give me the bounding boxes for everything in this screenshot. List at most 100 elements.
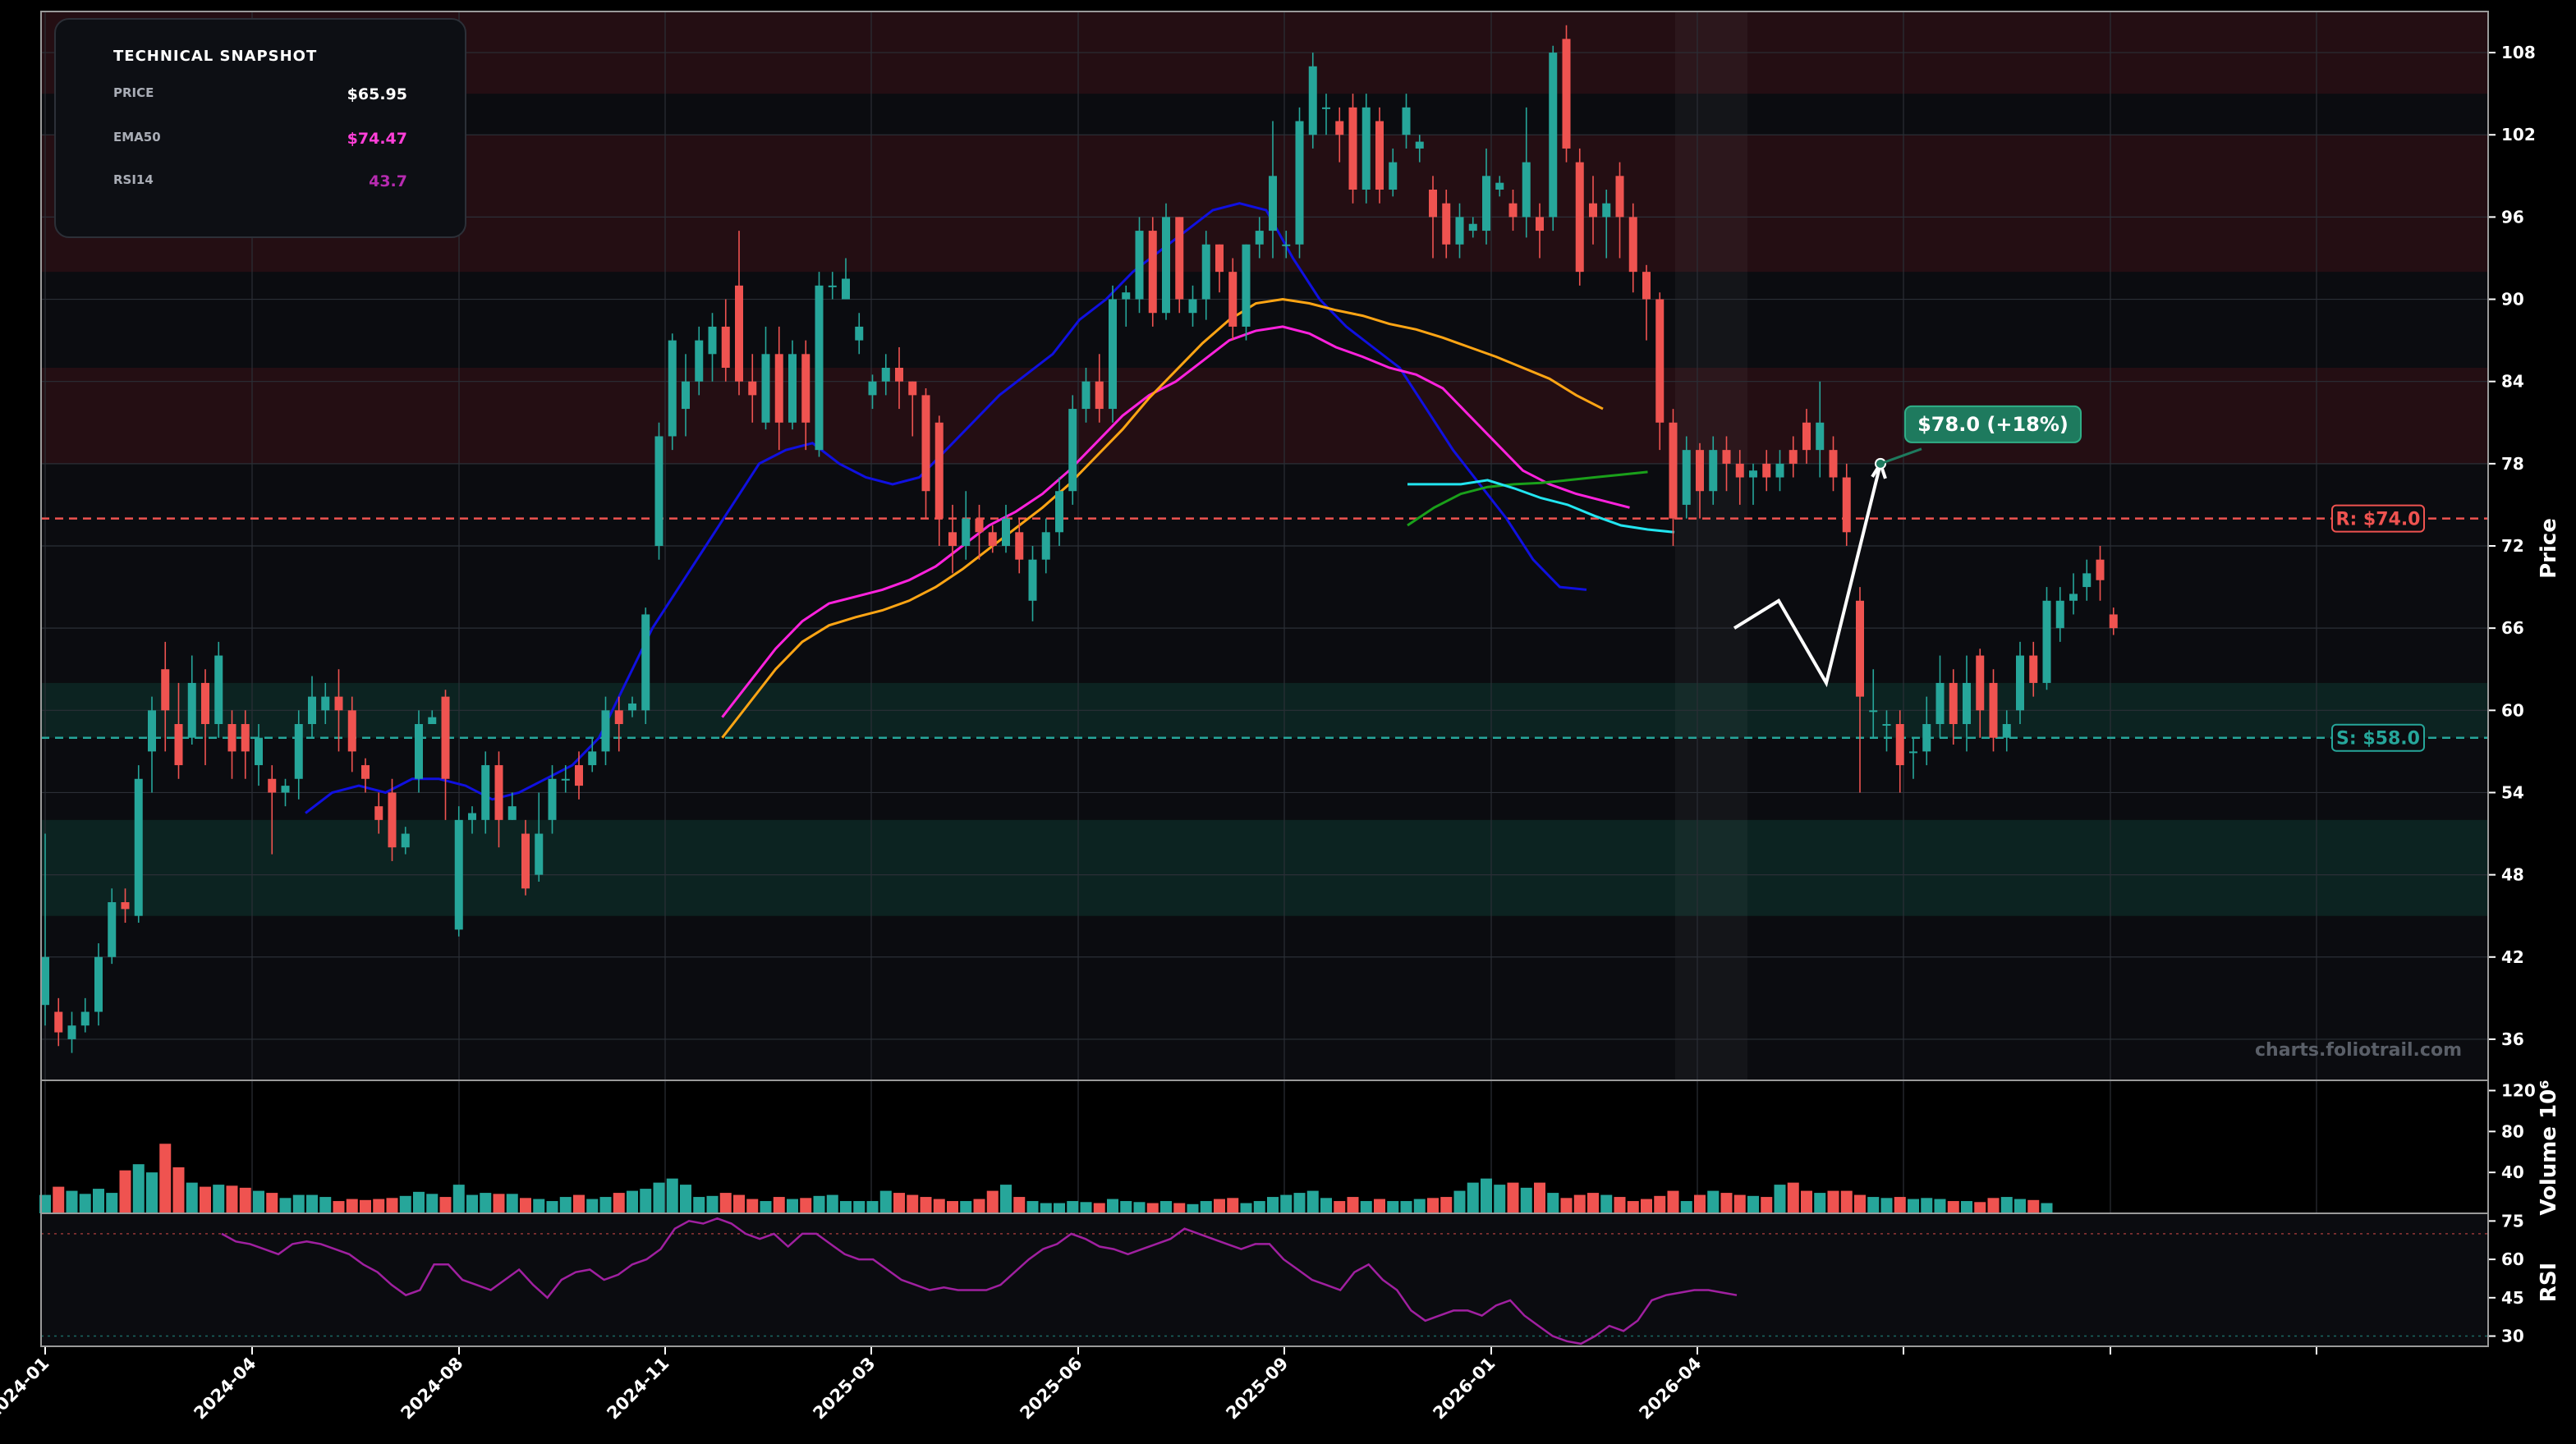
candle-body <box>1963 682 1971 724</box>
volume-bar <box>1120 1201 1132 1213</box>
x-tick-label: 2025-03 <box>809 1354 879 1423</box>
volume-bar <box>1187 1203 1199 1213</box>
volume-bar <box>1146 1203 1159 1213</box>
candle-body <box>1562 39 1571 149</box>
candle-body <box>1549 53 1558 218</box>
volume-tick-label: 80 <box>2501 1121 2524 1141</box>
volume-bar <box>146 1172 158 1213</box>
volume-bar <box>1440 1197 1453 1213</box>
candle-body <box>1055 491 1063 533</box>
candle-body <box>1655 299 1665 423</box>
candle-body <box>1162 217 1170 314</box>
volume-bar <box>279 1198 292 1213</box>
volume-bar <box>1227 1198 1239 1213</box>
volume-bar <box>1654 1195 1666 1213</box>
volume-bar <box>452 1185 465 1213</box>
snapshot-row-rsi14: RSI14 43.7 <box>113 172 407 192</box>
volume-bar <box>1787 1182 1799 1213</box>
candle-body <box>975 518 984 533</box>
candle-body <box>241 724 250 752</box>
candle-body <box>1802 422 1811 451</box>
candle-body <box>908 381 917 396</box>
volume-bar <box>493 1194 505 1213</box>
volume-bar <box>533 1199 545 1213</box>
candle-body <box>1109 299 1117 410</box>
volume-bar <box>1801 1190 1812 1213</box>
volume-bar <box>1627 1201 1639 1213</box>
candle-body <box>2055 600 2064 629</box>
x-tick-label: 2025-09 <box>1222 1354 1292 1423</box>
candle-body <box>774 354 783 423</box>
candle-body <box>308 696 316 724</box>
candle-body <box>1909 751 1917 754</box>
projection-path: $78.0 (+18%) <box>1733 405 2082 688</box>
volume-bar <box>520 1198 531 1213</box>
moving-average-lines <box>305 202 1675 814</box>
volume-bar <box>693 1197 705 1213</box>
candle-body <box>1709 450 1718 492</box>
volume-bar <box>1707 1190 1720 1213</box>
projection-line <box>1733 463 1882 688</box>
candle-body <box>255 737 263 766</box>
candle-body <box>1148 231 1157 314</box>
candle-body <box>614 710 623 724</box>
volume-bar <box>1680 1201 1692 1213</box>
watermark: charts.foliotrail.com <box>2255 1040 2462 1061</box>
volume-bar <box>1360 1201 1372 1213</box>
candle-body <box>1335 121 1344 135</box>
technical-snapshot-card: TECHNICAL SNAPSHOT PRICE $65.95 EMA50 $7… <box>54 18 466 238</box>
candle-body <box>521 833 530 889</box>
candle-body <box>962 518 971 546</box>
snapshot-value-price: $65.95 <box>347 85 407 103</box>
volume-bar <box>586 1199 599 1213</box>
candle-body <box>934 422 944 519</box>
candle-body <box>1228 272 1237 327</box>
candle-body <box>1696 450 1704 492</box>
volume-bar <box>132 1164 145 1213</box>
volume-bar <box>346 1199 358 1213</box>
candle-body <box>121 902 130 910</box>
candle-body <box>1642 272 1651 300</box>
candle-body <box>1282 244 1291 246</box>
volume-bar <box>386 1198 398 1213</box>
ema-green-line <box>1407 470 1648 527</box>
volume-bar <box>813 1195 825 1213</box>
candle-body <box>1442 203 1451 245</box>
candle-body <box>1389 162 1398 190</box>
rsi-tick-label: 30 <box>2501 1327 2524 1346</box>
volume-bar <box>719 1193 732 1213</box>
candle-body <box>1308 66 1317 135</box>
volume-bar <box>1387 1201 1399 1213</box>
volume-bar <box>306 1194 318 1213</box>
price-tick-label: 42 <box>2501 947 2524 967</box>
volume-bar <box>439 1197 452 1213</box>
volume-bar <box>119 1170 131 1213</box>
volume-bar <box>253 1190 264 1213</box>
volume-bar <box>1547 1193 1559 1213</box>
volume-bar <box>53 1186 65 1213</box>
volume-bar <box>1306 1190 1319 1213</box>
candle-body <box>1415 141 1424 149</box>
price-tick-label: 96 <box>2501 207 2524 227</box>
volume-bar <box>933 1199 945 1213</box>
candle-body <box>401 833 410 848</box>
candle-body <box>535 833 544 875</box>
volume-bar <box>159 1144 172 1213</box>
rsi-line <box>221 1217 1738 1345</box>
volume-axis-title: Volume 10⁶ <box>2537 1080 2561 1215</box>
candle-body <box>855 326 864 341</box>
snapshot-title: TECHNICAL SNAPSHOT <box>113 48 318 65</box>
candle-body <box>321 696 330 711</box>
candle-body <box>721 326 730 368</box>
volume-bar <box>1067 1201 1079 1213</box>
candle-body <box>281 786 290 793</box>
volume-bar <box>2027 1199 2040 1213</box>
target-label: $78.0 (+18%) <box>1917 413 2069 436</box>
candle-body <box>134 778 143 916</box>
price-tick-label: 36 <box>2501 1029 2524 1049</box>
volume-bar <box>1253 1201 1265 1213</box>
candle-body <box>41 956 49 1006</box>
candle-body <box>2016 655 2024 711</box>
snapshot-row-ema50: EMA50 $74.47 <box>113 130 407 149</box>
rsi-panel-bg <box>41 1213 2488 1346</box>
